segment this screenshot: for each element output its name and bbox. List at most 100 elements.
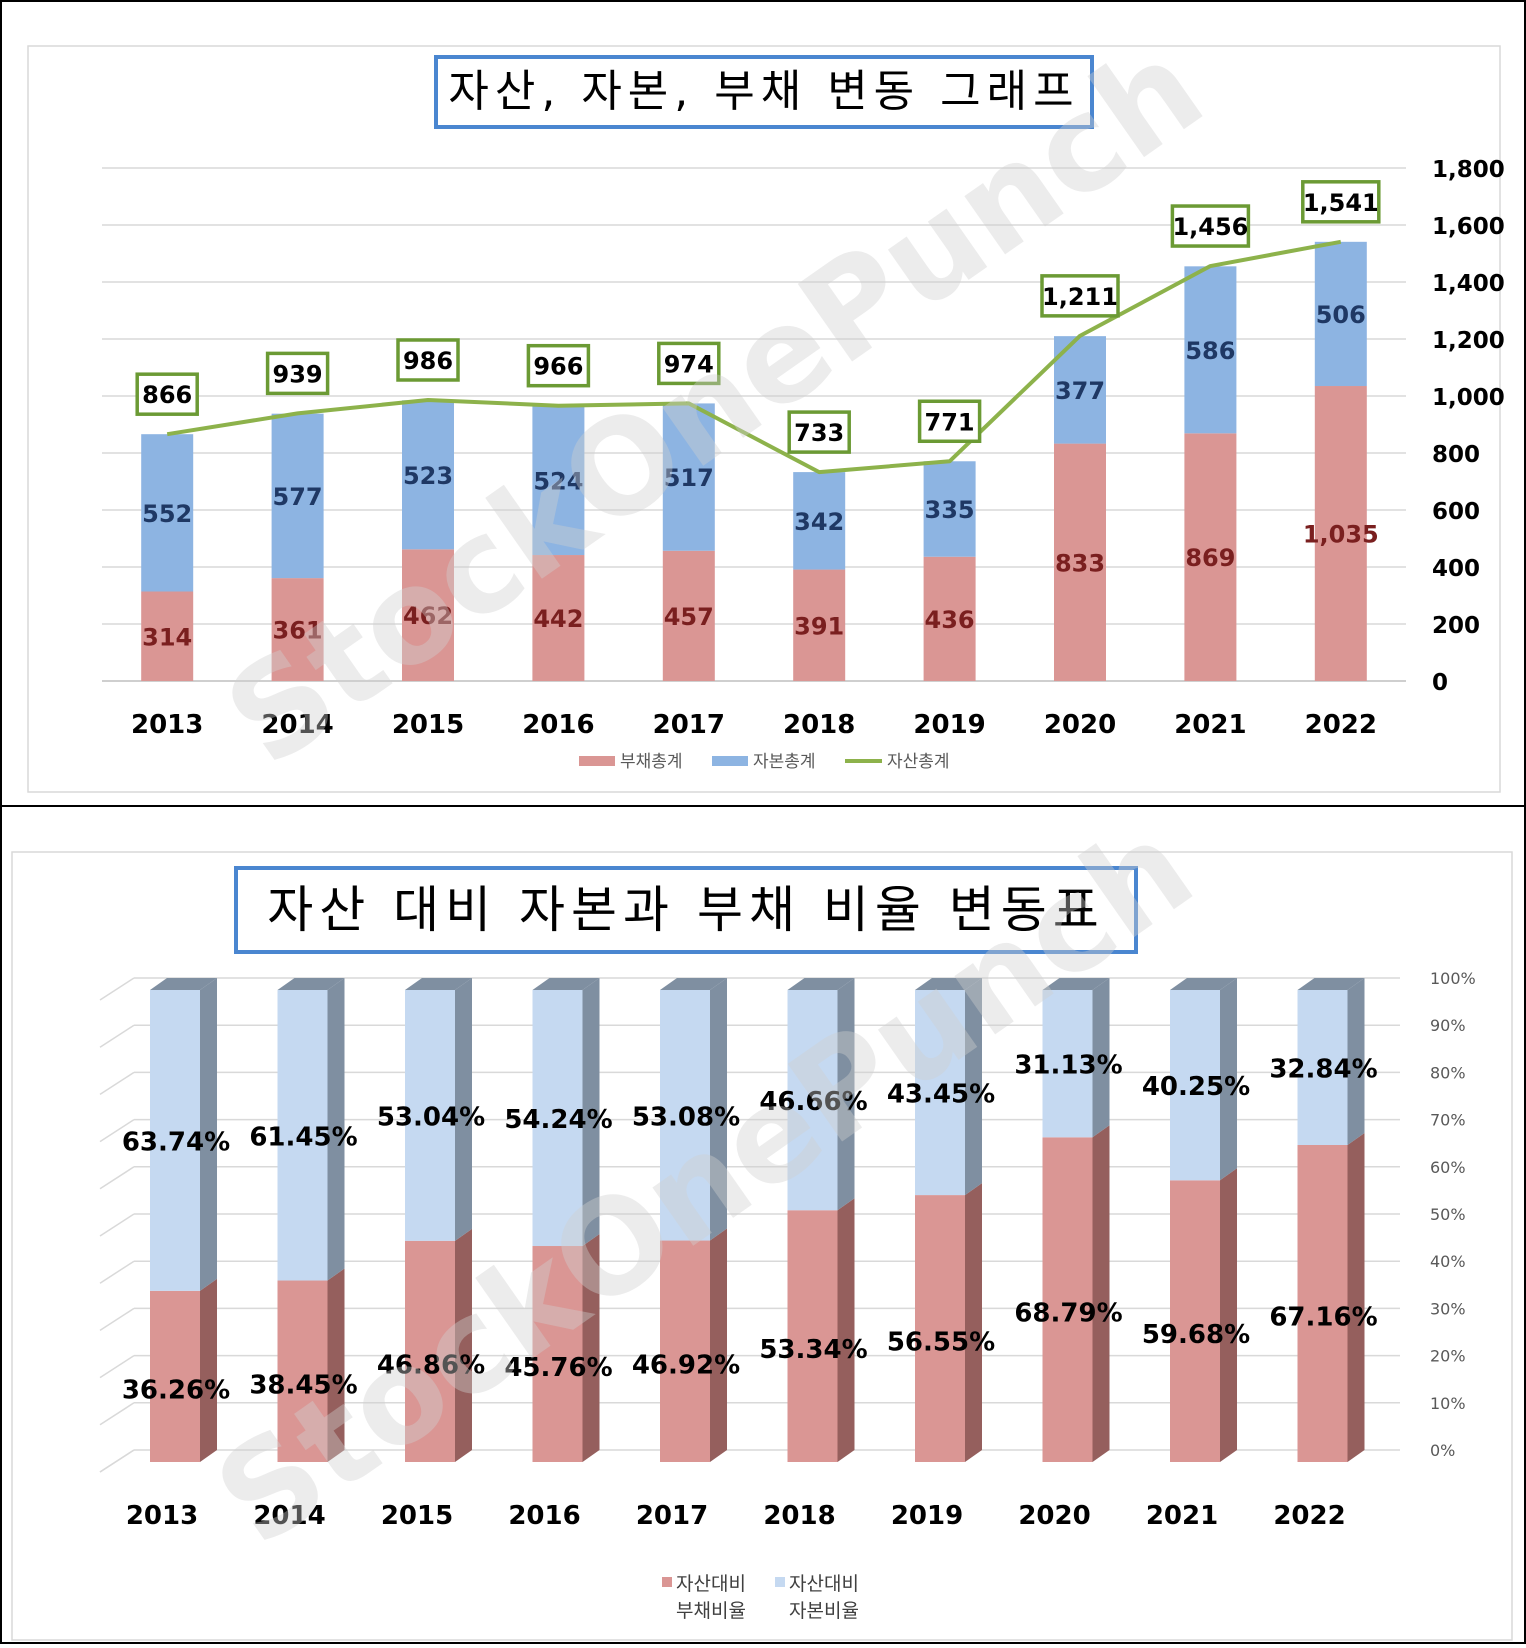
- chart1-label-equity: 342: [794, 508, 844, 536]
- chart2-xtick-label: 2013: [126, 1501, 198, 1531]
- chart2-bar-debt-side: [327, 1268, 345, 1462]
- chart1-label-total: 1,456: [1172, 213, 1248, 241]
- chart1-label-equity: 586: [1185, 337, 1235, 365]
- chart1-bar-debt: [271, 578, 324, 681]
- chart2-bar-debt: [150, 1290, 200, 1462]
- chart2-xtick-label: 2015: [381, 1501, 453, 1531]
- chart1-ytick-label: 200: [1432, 613, 1480, 639]
- chart1-bar-debt: [1184, 433, 1237, 681]
- chart2-ytick-label: 40%: [1430, 1252, 1466, 1271]
- chart2-legend-debt-line1: 자산대비: [676, 1573, 746, 1595]
- chart2-xtick-label: 2017: [636, 1501, 708, 1531]
- chart1-xtick-label: 2014: [261, 710, 333, 740]
- chart2-gridline-diag: [99, 1166, 135, 1190]
- chart2-bar-equity-side: [582, 978, 600, 1247]
- chart1-ytick-label: 1,000: [1432, 385, 1505, 411]
- chart2-label-equity: 53.08%: [632, 1102, 740, 1132]
- chart1-bar-debt: [923, 556, 976, 681]
- chart2-bar-equity: [277, 990, 328, 1281]
- chart2-ytick-label: 50%: [1430, 1205, 1466, 1224]
- chart2-bar-debt-side: [1092, 1125, 1110, 1462]
- chart2-bar-equity: [405, 990, 455, 1241]
- chart2-xtick-label: 2022: [1273, 1501, 1345, 1531]
- chart2-bar-debt-side: [1220, 1168, 1237, 1462]
- chart2-bar-debt-side: [200, 1278, 217, 1462]
- chart2-bar-debt-side: [710, 1228, 727, 1462]
- chart2-label-debt: 67.16%: [1269, 1303, 1377, 1333]
- chart2-bar-debt-side: [965, 1183, 982, 1462]
- chart1-label-equity: 335: [925, 496, 975, 524]
- chart2-bar-equity: [1170, 990, 1220, 1181]
- chart2-bar-debt: [1042, 1137, 1093, 1462]
- chart2-bar-equity-side: [1347, 978, 1365, 1146]
- chart1-bar-equity: [271, 413, 324, 579]
- chart1-assets-line: [166, 239, 1342, 475]
- chart2-bar-equity-side: [965, 978, 982, 1196]
- chart2-gridline-diag: [99, 1118, 135, 1143]
- chart2-bar-equity-side: [327, 978, 345, 1281]
- chart2-ytick-label: 10%: [1430, 1394, 1466, 1413]
- chart2-gridline-diag: [99, 977, 135, 1001]
- chart2-gridline-diag: [99, 1354, 135, 1379]
- chart1-legend-swatch-equity: [712, 756, 748, 766]
- chart1-label-total-box: [1170, 204, 1251, 248]
- chart1-ytick-label: 0: [1432, 670, 1448, 696]
- chart2-label-equity: 53.04%: [377, 1102, 485, 1132]
- chart1-xtick-label: 2021: [1174, 710, 1246, 740]
- chart1-ytick-label: 1,600: [1432, 214, 1505, 240]
- chart1-label-total-box: [787, 410, 851, 454]
- chart1-title: 자산, 자본, 부채 변동 그래프: [448, 66, 1079, 117]
- chart1-bar-equity: [141, 434, 194, 592]
- chart1-ytick-label: 400: [1432, 556, 1480, 582]
- chart2-bar-equity-side: [200, 978, 217, 1291]
- chart1-xtick-label: 2017: [653, 710, 725, 740]
- chart1-bar-debt: [402, 549, 454, 681]
- chart1-axis: 0 200 400 600 800 1,000 1,200 1,400 1,600 1,800 20…: [131, 157, 1505, 740]
- chart1-label-total: 733: [794, 419, 844, 447]
- chart1-bars: [141, 241, 1367, 681]
- chart2-bar-debt: [1297, 1145, 1348, 1462]
- chart1-label-debt: 462: [403, 602, 453, 630]
- chart2-gridline-diag: [99, 1213, 135, 1237]
- chart2-ytick-label: 90%: [1430, 1016, 1466, 1035]
- chart1-xtick-label: 2019: [913, 710, 985, 740]
- chart1-label-equity: 377: [1055, 377, 1105, 405]
- chart1-label-equity: 552: [142, 500, 192, 528]
- chart2-bar-top: [277, 978, 345, 990]
- chart1-label-equity: 517: [664, 464, 714, 492]
- chart2-legend-debt-line2: 부채비율: [676, 1600, 746, 1622]
- chart2-label-debt: 38.45%: [249, 1370, 357, 1400]
- chart1-label-total-box: [265, 351, 330, 396]
- chart1-label-debt: 833: [1055, 549, 1105, 577]
- chart1-label-equity: 506: [1316, 301, 1366, 329]
- chart1-label-total: 1,211: [1042, 283, 1118, 311]
- chart2-floor-edge: [99, 1449, 135, 1473]
- chart2-label-debt: 56.55%: [887, 1328, 995, 1358]
- chart1-label-debt: 1,035: [1303, 521, 1379, 549]
- chart2-bar-equity: [532, 990, 583, 1247]
- chart2-ytick-label: 0%: [1430, 1441, 1455, 1460]
- chart2-label-equity: 61.45%: [249, 1122, 357, 1152]
- chart2-bar-equity: [787, 990, 838, 1211]
- chart2-gridline-diag: [99, 1402, 135, 1426]
- chart2-axis: 0% 10% 20% 30% 40% 50% 60% 70% 80% 90% 100% 2013 201…: [126, 969, 1476, 1531]
- chart2-gridline-diag: [99, 1307, 135, 1332]
- chart1-xtick-label: 2022: [1305, 710, 1377, 740]
- chart2-label-debt: 68.79%: [1014, 1299, 1122, 1329]
- chart1-label-debt: 436: [925, 606, 975, 634]
- chart1-bar-debt: [662, 550, 715, 681]
- chart1-bar-equity: [1314, 241, 1367, 387]
- chart2-legend-swatch-equity: [775, 1577, 785, 1587]
- chart1-label-total: 1,541: [1303, 189, 1379, 217]
- chart1-bar-debt: [141, 591, 194, 681]
- chart1-label-total: 974: [664, 350, 714, 378]
- chart1-label-total: 986: [403, 347, 453, 375]
- chart1-label-debt: 457: [664, 603, 714, 631]
- chart2-label-equity: 31.13%: [1014, 1051, 1122, 1081]
- chart2-label-debt: 53.34%: [759, 1335, 867, 1365]
- chart1-bar-equity: [1184, 266, 1237, 434]
- chart2-bar-debt-side: [582, 1234, 600, 1462]
- chart2-bar-top: [150, 978, 217, 990]
- chart1-xtick-label: 2018: [783, 710, 855, 740]
